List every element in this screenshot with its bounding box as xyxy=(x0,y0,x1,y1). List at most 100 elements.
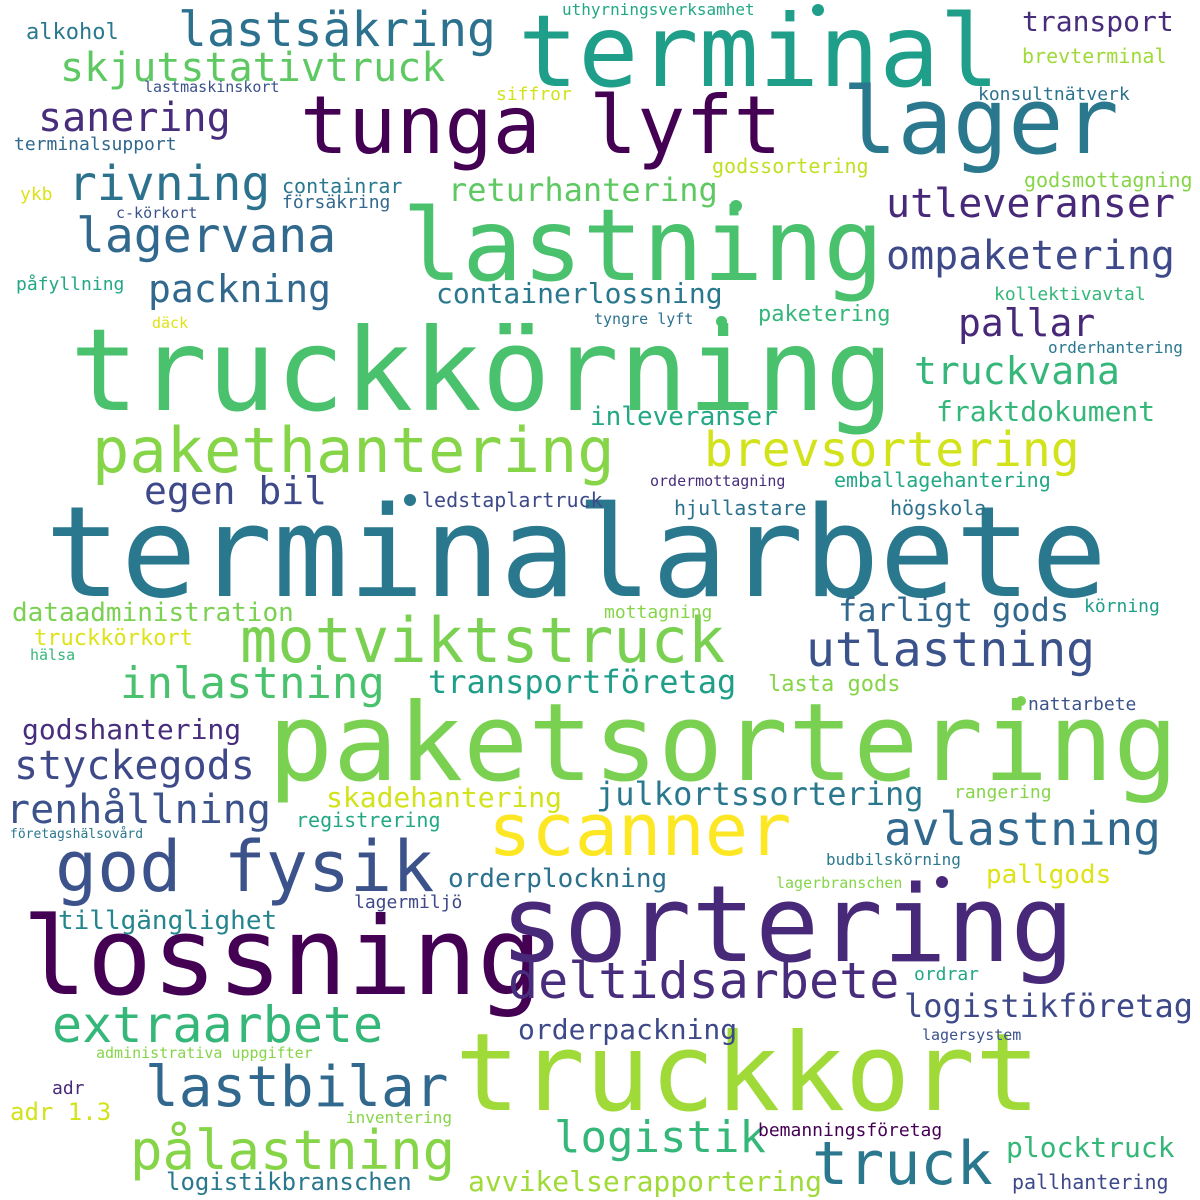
word-ordermottagning: ordermottagning xyxy=(650,472,786,490)
word-lastning: lastning xyxy=(402,187,884,304)
word-sanering: sanering xyxy=(38,95,231,141)
word-ykb: ykb xyxy=(20,184,53,205)
word-avlastning: avlastning xyxy=(884,802,1161,856)
word-extraarbete: extraarbete xyxy=(52,996,384,1054)
decorative-dot xyxy=(1016,696,1026,706)
word-adr-1-3: adr 1.3 xyxy=(10,1098,112,1126)
word-registrering: registrering xyxy=(296,808,441,832)
word-containrar: containrar xyxy=(282,174,403,198)
word-styckegods: styckegods xyxy=(14,743,255,789)
word-transport: transport xyxy=(1022,5,1174,38)
decorative-dot xyxy=(936,876,948,888)
word-egen-bil: egen bil xyxy=(144,469,328,513)
word-siffror: siffror xyxy=(496,84,572,105)
word-alkohol: alkohol xyxy=(26,20,119,45)
word-lagersystem: lagersystem xyxy=(922,1026,1022,1044)
word-dataadministration: dataadministration xyxy=(12,598,294,628)
word-emballagehantering: emballagehantering xyxy=(834,468,1051,492)
word-farligt-gods: farligt gods xyxy=(838,591,1070,629)
word-tillganglighet: tillgänglighet xyxy=(58,906,278,936)
word-renhallning: renhållning xyxy=(6,787,271,833)
word-truckvana: truckvana xyxy=(914,349,1120,393)
word-lasta-gods: lasta gods xyxy=(768,672,901,697)
word-dack: däck xyxy=(152,314,189,332)
word-terminalsupport: terminalsupport xyxy=(14,134,177,155)
word-lager: lager xyxy=(842,68,1119,175)
word-ordrar: ordrar xyxy=(914,964,980,985)
word-pafyllning: påfyllning xyxy=(16,274,125,295)
word-transportforetag: transportföretag xyxy=(428,663,737,701)
word-scanner: scanner xyxy=(488,788,792,872)
word-paketering: paketering xyxy=(758,302,891,327)
word-kollektivavtal: kollektivavtal xyxy=(994,284,1146,305)
word-mottagning: mottagning xyxy=(604,602,713,623)
word-adr: adr xyxy=(52,1078,85,1099)
word-fraktdokument: fraktdokument xyxy=(936,395,1156,428)
word-konsultnatverk: konsultnätverk xyxy=(978,84,1130,105)
word-administrativa-uppgifter: administrativa uppgifter xyxy=(96,1044,313,1062)
word-hogskola: högskola xyxy=(890,496,987,520)
word-brevsortering: brevsortering xyxy=(704,422,1080,478)
word-avvikelserapportering: avvikelserapportering xyxy=(468,1165,823,1198)
word-skjutstativtruck: skjutstativtruck xyxy=(60,45,446,91)
word-paketsortering: paketsortering xyxy=(268,681,1179,806)
word-godssortering: godssortering xyxy=(712,154,869,178)
word-lagerbranschen: lagerbranschen xyxy=(776,874,903,892)
word-deltidsarbete: deltidsarbete xyxy=(508,952,900,1010)
word-korning: körning xyxy=(1084,596,1160,617)
word-motviktstruck: motviktstruck xyxy=(240,604,726,677)
word-terminal: terminal xyxy=(518,0,1000,110)
word-lagervana: lagervana xyxy=(76,208,337,264)
word-halsa: hälsa xyxy=(30,646,76,664)
word-utlastning: utlastning xyxy=(806,622,1095,678)
word-godshantering: godshantering xyxy=(22,713,242,746)
decorative-dot xyxy=(812,4,824,16)
word-terminalarbete: terminalarbete xyxy=(45,479,1108,626)
word-returhantering: returhantering xyxy=(448,171,718,209)
word-budbilskorning: budbilskörning xyxy=(826,850,961,869)
word-truck: truck xyxy=(812,1129,993,1199)
word-pakethantering: pakethantering xyxy=(92,414,615,487)
word-truckkorning: truckkörning xyxy=(70,304,894,437)
decorative-dot xyxy=(730,200,742,212)
word-rangering: rangering xyxy=(954,782,1052,803)
word-pallgods: pallgods xyxy=(986,860,1112,890)
word-pallar: pallar xyxy=(958,301,1096,345)
word-nattarbete: nattarbete xyxy=(1028,694,1137,715)
word-orderplockning: orderplockning xyxy=(448,864,668,894)
word-uthyrningsverksamhet: uthyrningsverksamhet xyxy=(562,0,755,19)
decorative-dot xyxy=(404,494,416,506)
word-utleveranser: utleveranser xyxy=(886,181,1175,227)
word-lossning: lossning xyxy=(22,895,543,1020)
word-inlastning: inlastning xyxy=(120,658,385,709)
decorative-dot xyxy=(716,316,727,327)
word-sortering: sortering xyxy=(500,863,1075,986)
word-tyngre-lyft: tyngre lyft xyxy=(594,310,694,328)
word-godsmottagning: godsmottagning xyxy=(1024,168,1193,192)
word-orderpackning: orderpackning xyxy=(518,1013,738,1046)
word-bemanningsforetag: bemanningsföretag xyxy=(758,1120,943,1141)
word-logistikbranschen: logistikbranschen xyxy=(166,1168,412,1196)
word-rivning: rivning xyxy=(68,156,271,212)
word-ledstaplartruck: ledstaplartruck xyxy=(422,488,603,512)
word-skadehantering: skadehantering xyxy=(326,781,563,814)
word-julkortssortering: julkortssortering xyxy=(596,775,924,813)
word-lastmaskinskort: lastmaskinskort xyxy=(144,78,280,96)
word-god-fysik: god fysik xyxy=(55,826,435,908)
word-truckkorkort: truckkörkort xyxy=(34,626,193,651)
word-plocktruck: plocktruck xyxy=(1006,1131,1175,1164)
word-lagermiljo: lagermiljö xyxy=(354,892,463,913)
word-inleveranser: inleveranser xyxy=(590,402,778,432)
word-truckkort: truckkort xyxy=(455,1011,1041,1136)
word-logistik: logistik xyxy=(554,1112,766,1163)
word-palastning: pålastning xyxy=(130,1119,456,1182)
word-inventering: inventering xyxy=(346,1108,452,1127)
word-logistikforetag: logistikföretag xyxy=(904,987,1193,1025)
word-foretagshalsovard: företagshälsovård xyxy=(10,827,144,842)
word-packning: packning xyxy=(148,267,332,311)
word-pallhantering: pallhantering xyxy=(1012,1170,1169,1194)
word-lastsakring: lastsäkring xyxy=(178,2,496,58)
word-lastbilar: lastbilar xyxy=(145,1055,449,1120)
word-ompaketering: ompaketering xyxy=(886,233,1175,279)
